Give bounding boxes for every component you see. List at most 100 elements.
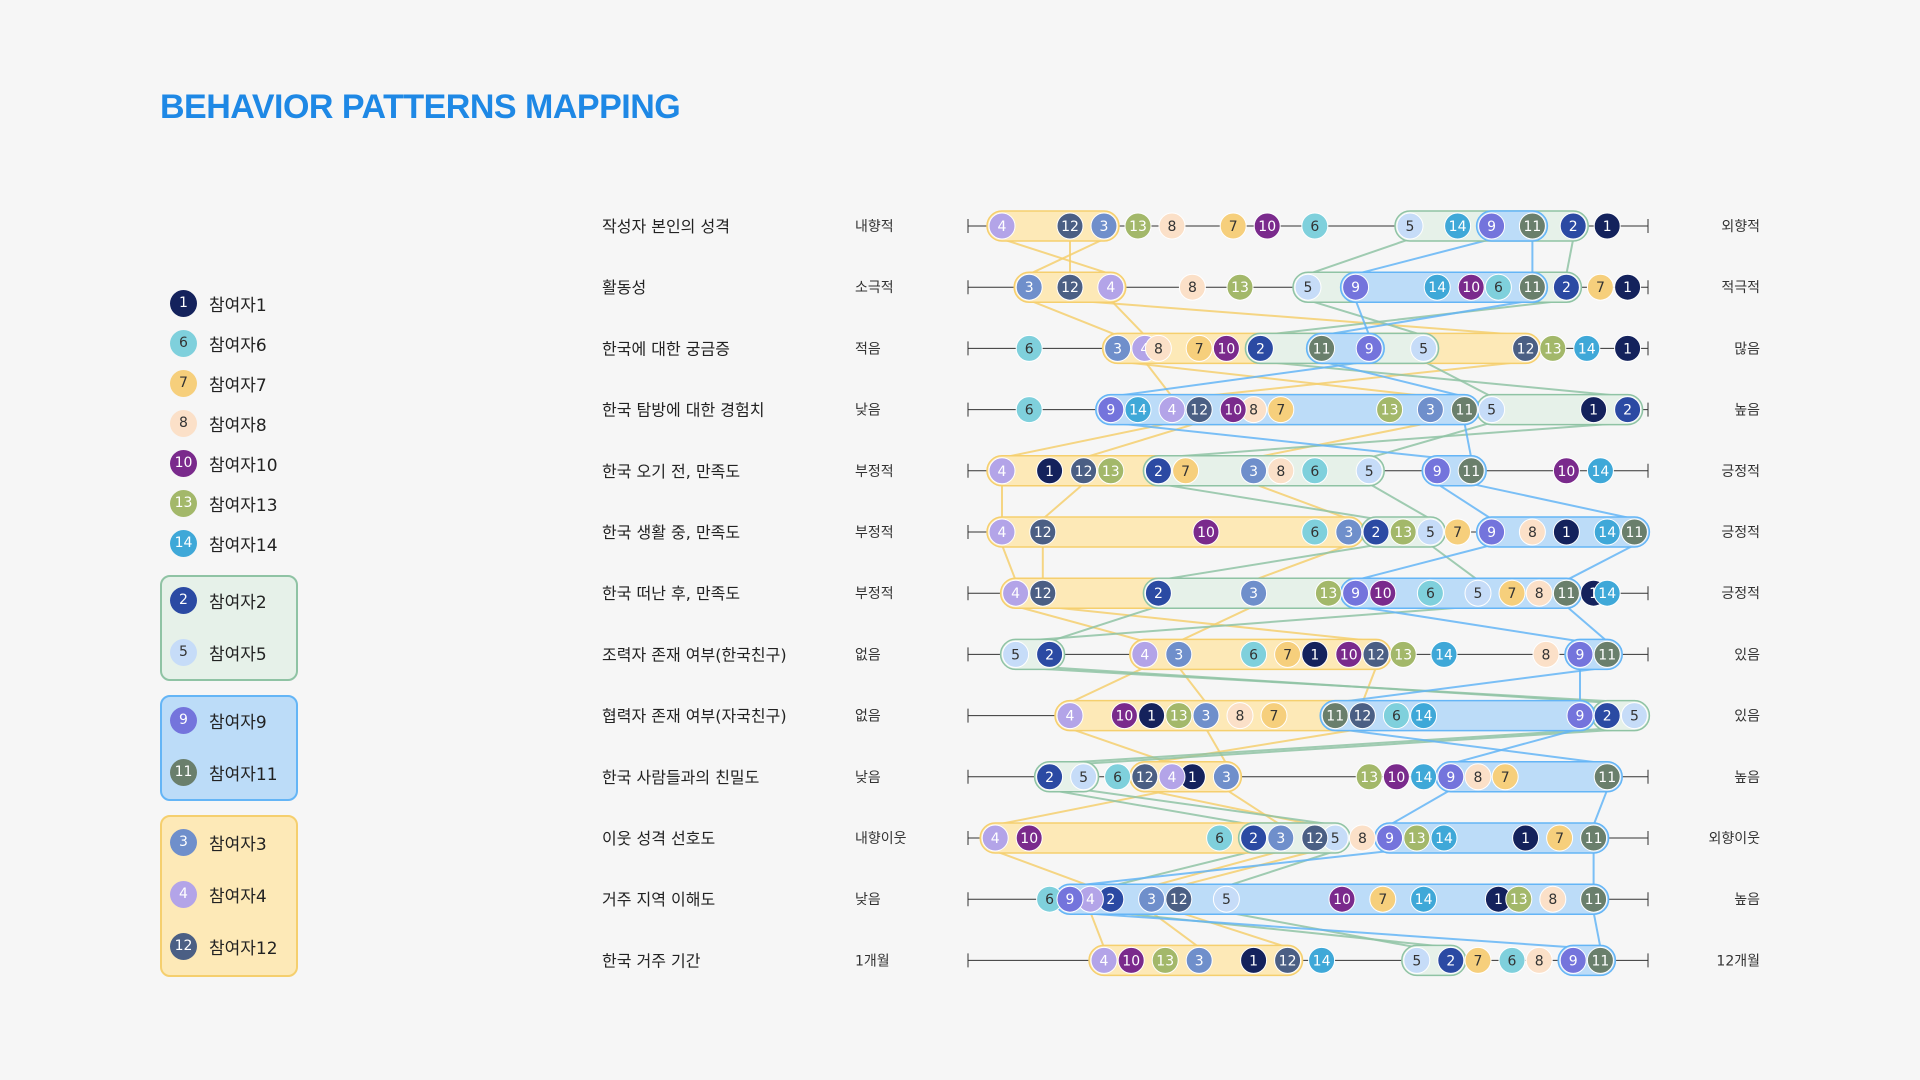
participant-node-label: 14 [1415, 770, 1433, 786]
group-link-yellow [1178, 666, 1207, 704]
row-right-label: 있음 [1734, 647, 1760, 663]
legend-label: 참여자6 [209, 335, 267, 356]
participant-node-label: 7 [1195, 341, 1204, 357]
group-link-blue [1110, 421, 1438, 459]
group-link-yellow [995, 788, 1173, 826]
row-left-label: 소극적 [855, 280, 894, 296]
participant-node-10: 10 [1369, 579, 1397, 607]
participant-node-label: 13 [1156, 953, 1174, 969]
participant-node-7: 7 [1444, 518, 1472, 546]
participant-node-label: 5 [1412, 953, 1421, 969]
participant-node-11: 11 [1580, 885, 1608, 913]
group-link-green [1158, 482, 1377, 520]
participant-node-label: 6 [1025, 403, 1034, 419]
participant-node-label: 14 [1415, 709, 1433, 725]
participant-node-label: 1 [1589, 586, 1598, 602]
participant-node-4: 4 [1158, 763, 1186, 791]
participant-node-9: 9 [1559, 946, 1587, 974]
participant-node-label: 4 [1140, 341, 1149, 357]
participant-node-label: 6 [1045, 892, 1054, 908]
participant-node-label: 13 [1129, 219, 1147, 235]
participant-node-label: 12 [1367, 647, 1385, 663]
participant-node-3: 3 [1335, 518, 1363, 546]
participant-node-8: 8 [1532, 640, 1560, 668]
participant-node-label: 7 [1276, 403, 1285, 419]
group-link-green [1083, 727, 1635, 765]
legend-item-participant6: 6 참여자6 [170, 328, 267, 358]
participant-node-3: 3 [1090, 212, 1118, 240]
participant-node-12: 12 [1070, 457, 1098, 485]
participant-node-3: 3 [1267, 824, 1295, 852]
group-link-yellow [1253, 482, 1350, 520]
group-link-blue [1321, 360, 1465, 398]
participant-node-6: 6 [1206, 824, 1234, 852]
participant-node-label: 5 [1419, 341, 1428, 357]
participant-node-8: 8 [1539, 885, 1567, 913]
participant-node-label: 1 [1188, 770, 1197, 786]
participant-node-13: 13 [1389, 640, 1417, 668]
group-link-blue [1355, 238, 1492, 276]
participant-node-label: 12 [1075, 464, 1093, 480]
participant-node-label: 8 [1474, 770, 1483, 786]
group-link-blue [1354, 299, 1371, 336]
legend-item-participant13: 13 참여자13 [170, 488, 278, 518]
group-link-yellow [1001, 238, 1112, 276]
participant-node-9: 9 [1478, 212, 1506, 240]
participant-node-label: 12 [1353, 709, 1371, 725]
group-link-blue [1436, 482, 1493, 520]
participant-node-6: 6 [1301, 212, 1329, 240]
participant-node-label: 10 [1217, 341, 1235, 357]
participant-dot-icon: 9 [170, 706, 197, 734]
row-right-label: 외향이웃 [1708, 831, 1760, 847]
participant-node-label: 11 [1557, 586, 1575, 602]
row-left-label: 낮음 [855, 403, 881, 419]
group-link-green [1015, 605, 1479, 643]
participant-node-1: 1 [1240, 946, 1268, 974]
participant-node-8: 8 [1144, 334, 1172, 362]
participant-node-13: 13 [1226, 273, 1254, 301]
participant-node-label: 3 [1025, 280, 1034, 296]
participant-node-label: 11 [1326, 709, 1344, 725]
participant-node-label: 11 [1523, 219, 1541, 235]
participant-node-label: 3 [1113, 341, 1122, 357]
participant-node-label: 9 [1351, 280, 1360, 296]
participant-node-label: 1 [1521, 831, 1530, 847]
participant-node-label: 2 [1249, 831, 1258, 847]
participant-node-label: 3 [1147, 892, 1156, 908]
participant-dot-icon: 13 [170, 489, 197, 517]
participant-node-9: 9 [1566, 702, 1594, 730]
row-left-label: 없음 [855, 647, 881, 663]
participant-node-10: 10 [1328, 885, 1356, 913]
row-left-label: 적음 [855, 341, 881, 357]
participant-node-label: 12 [1136, 770, 1154, 786]
participant-node-14: 14 [1444, 212, 1472, 240]
group-link-blue [1565, 544, 1635, 582]
legend-item-participant8: 8 참여자8 [170, 408, 267, 438]
participant-node-label: 13 [1510, 892, 1528, 908]
group-link-yellow [1083, 421, 1200, 459]
participant-dot-icon: 6 [170, 329, 197, 357]
participant-node-label: 1 [1623, 341, 1632, 357]
row-label: 협력자 존재 여부(자국친구) [602, 707, 787, 726]
participant-node-7: 7 [1491, 763, 1519, 791]
participant-node-5: 5 [1478, 396, 1506, 424]
participant-node-label: 14 [1598, 586, 1616, 602]
participant-node-label: 6 [1215, 831, 1224, 847]
participant-node-1: 1 [1138, 702, 1166, 730]
participant-node-label: 2 [1045, 770, 1054, 786]
participant-node-6: 6 [1036, 885, 1064, 913]
legend-label: 참여자8 [209, 415, 267, 436]
row-label: 조력자 존재 여부(한국친구) [602, 645, 787, 664]
participant-node-label: 2 [1569, 219, 1578, 235]
participant-node-label: 4 [1086, 892, 1095, 908]
group-link-green [1429, 544, 1479, 582]
group-link-green [1110, 850, 1254, 888]
participant-node-11: 11 [1450, 396, 1478, 424]
group-link-green [1015, 666, 1635, 704]
participant-node-label: 13 [1394, 647, 1412, 663]
